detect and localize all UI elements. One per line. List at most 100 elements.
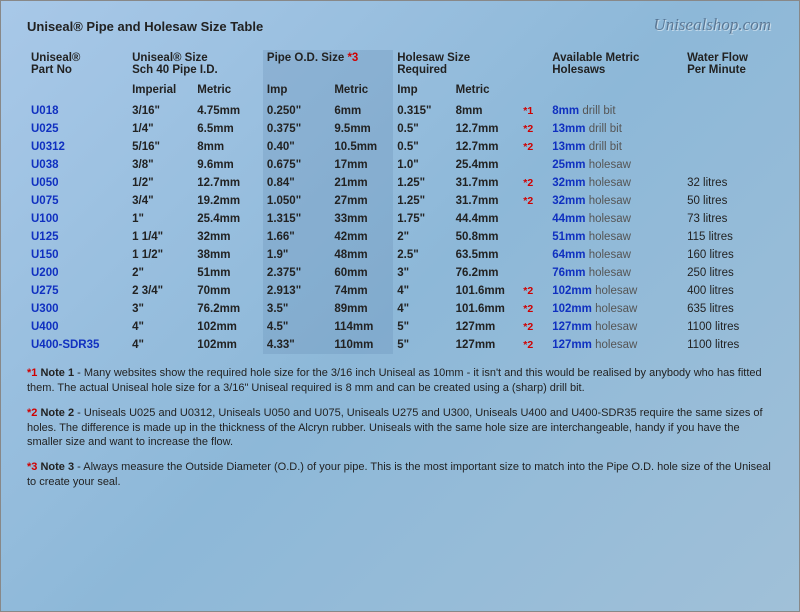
cell-imperial: 3/4" (128, 192, 193, 210)
partno-link[interactable]: U075 (31, 195, 59, 207)
cell-note-star: *1 (521, 102, 548, 120)
cell-holesaw[interactable]: 25mm holesaw (548, 156, 683, 174)
cell-imperial: 1 1/4" (128, 228, 193, 246)
cell-holesaw[interactable]: 8mm drill bit (548, 102, 683, 120)
cell-partno[interactable]: U150 (27, 246, 128, 264)
cell-note-star: *2 (521, 300, 548, 318)
cell-holesaw[interactable]: 102mm holesaw (548, 282, 683, 300)
note-1: *1 Note 1 - Many websites show the requi… (27, 366, 773, 396)
cell-holesaw[interactable]: 51mm holesaw (548, 228, 683, 246)
cell-flow: 50 litres (683, 192, 773, 210)
header-size: Uniseal® SizeSch 40 Pipe I.D. (128, 50, 263, 78)
partno-link[interactable]: U018 (31, 105, 59, 117)
cell-hs-imp: 5" (393, 336, 451, 354)
cell-holesaw[interactable]: 76mm holesaw (548, 264, 683, 282)
cell-partno[interactable]: U200 (27, 264, 128, 282)
cell-partno[interactable]: U275 (27, 282, 128, 300)
holesaw-link[interactable]: 13mm (552, 123, 585, 135)
cell-partno[interactable]: U0312 (27, 138, 128, 156)
cell-hs-imp: 4" (393, 300, 451, 318)
cell-partno[interactable]: U050 (27, 174, 128, 192)
holesaw-suffix: holesaw (589, 231, 631, 243)
cell-partno[interactable]: U125 (27, 228, 128, 246)
partno-link[interactable]: U150 (31, 249, 59, 261)
cell-partno[interactable]: U400 (27, 318, 128, 336)
partno-link[interactable]: U0312 (31, 141, 65, 153)
table-row: U03125/16"8mm0.40"10.5mm0.5"12.7mm*213mm… (27, 138, 773, 156)
cell-partno[interactable]: U400-SDR35 (27, 336, 128, 354)
cell-hs-imp: 0.5" (393, 138, 451, 156)
holesaw-suffix: drill bit (589, 141, 622, 153)
cell-partno[interactable]: U300 (27, 300, 128, 318)
cell-hs-met: 101.6mm (452, 300, 522, 318)
cell-imperial: 1 1/2" (128, 246, 193, 264)
holesaw-suffix: holesaw (595, 321, 637, 333)
holesaw-link[interactable]: 64mm (552, 249, 585, 261)
partno-link[interactable]: U100 (31, 213, 59, 225)
holesaw-link[interactable]: 13mm (552, 141, 585, 153)
holesaw-link[interactable]: 127mm (552, 321, 592, 333)
table-row: U0251/4"6.5mm0.375"9.5mm0.5"12.7mm*213mm… (27, 120, 773, 138)
holesaw-suffix: holesaw (589, 195, 631, 207)
partno-link[interactable]: U025 (31, 123, 59, 135)
cell-od-imp: 0.40" (263, 138, 330, 156)
cell-holesaw[interactable]: 44mm holesaw (548, 210, 683, 228)
partno-link[interactable]: U300 (31, 303, 59, 315)
cell-holesaw[interactable]: 32mm holesaw (548, 192, 683, 210)
cell-od-met: 89mm (330, 300, 393, 318)
cell-od-imp: 1.9" (263, 246, 330, 264)
cell-partno[interactable]: U100 (27, 210, 128, 228)
cell-partno[interactable]: U075 (27, 192, 128, 210)
cell-partno[interactable]: U025 (27, 120, 128, 138)
table-row: U1001"25.4mm1.315"33mm1.75"44.4mm44mm ho… (27, 210, 773, 228)
holesaw-link[interactable]: 76mm (552, 267, 585, 279)
cell-holesaw[interactable]: 64mm holesaw (548, 246, 683, 264)
cell-flow (683, 102, 773, 120)
header-avail-metric: Available MetricHolesaws (548, 50, 683, 102)
cell-holesaw[interactable]: 127mm holesaw (548, 336, 683, 354)
cell-imperial: 1/4" (128, 120, 193, 138)
cell-flow: 1100 litres (683, 318, 773, 336)
cell-hs-imp: 1.75" (393, 210, 451, 228)
holesaw-link[interactable]: 127mm (552, 339, 592, 351)
cell-holesaw[interactable]: 13mm drill bit (548, 138, 683, 156)
holesaw-link[interactable]: 32mm (552, 177, 585, 189)
table-row: U4004"102mm4.5"114mm5"127mm*2127mm holes… (27, 318, 773, 336)
cell-od-met: 74mm (330, 282, 393, 300)
holesaw-link[interactable]: 102mm (552, 285, 592, 297)
holesaw-suffix: holesaw (595, 303, 637, 315)
holesaw-suffix: holesaw (589, 267, 631, 279)
cell-od-met: 48mm (330, 246, 393, 264)
cell-holesaw[interactable]: 102mm holesaw (548, 300, 683, 318)
cell-note-star: *2 (521, 174, 548, 192)
holesaw-link[interactable]: 25mm (552, 159, 585, 171)
cell-note-star: *2 (521, 192, 548, 210)
cell-od-met: 21mm (330, 174, 393, 192)
partno-link[interactable]: U400-SDR35 (31, 339, 99, 351)
cell-holesaw[interactable]: 127mm holesaw (548, 318, 683, 336)
table-row: U0753/4"19.2mm1.050"27mm1.25"31.7mm*232m… (27, 192, 773, 210)
partno-link[interactable]: U125 (31, 231, 59, 243)
table-row: U400-SDR354"102mm4.33"110mm5"127mm*2127m… (27, 336, 773, 354)
cell-note-star (521, 264, 548, 282)
partno-link[interactable]: U400 (31, 321, 59, 333)
cell-note-star: *2 (521, 318, 548, 336)
holesaw-link[interactable]: 51mm (552, 231, 585, 243)
partno-link[interactable]: U050 (31, 177, 59, 189)
cell-metric: 76.2mm (193, 300, 263, 318)
cell-imperial: 2 3/4" (128, 282, 193, 300)
cell-od-met: 114mm (330, 318, 393, 336)
partno-link[interactable]: U200 (31, 267, 59, 279)
cell-od-imp: 1.315" (263, 210, 330, 228)
cell-holesaw[interactable]: 32mm holesaw (548, 174, 683, 192)
partno-link[interactable]: U038 (31, 159, 59, 171)
holesaw-link[interactable]: 102mm (552, 303, 592, 315)
partno-link[interactable]: U275 (31, 285, 59, 297)
cell-partno[interactable]: U038 (27, 156, 128, 174)
holesaw-link[interactable]: 32mm (552, 195, 585, 207)
cell-hs-met: 127mm (452, 318, 522, 336)
holesaw-link[interactable]: 8mm (552, 105, 579, 117)
holesaw-link[interactable]: 44mm (552, 213, 585, 225)
cell-holesaw[interactable]: 13mm drill bit (548, 120, 683, 138)
cell-partno[interactable]: U018 (27, 102, 128, 120)
